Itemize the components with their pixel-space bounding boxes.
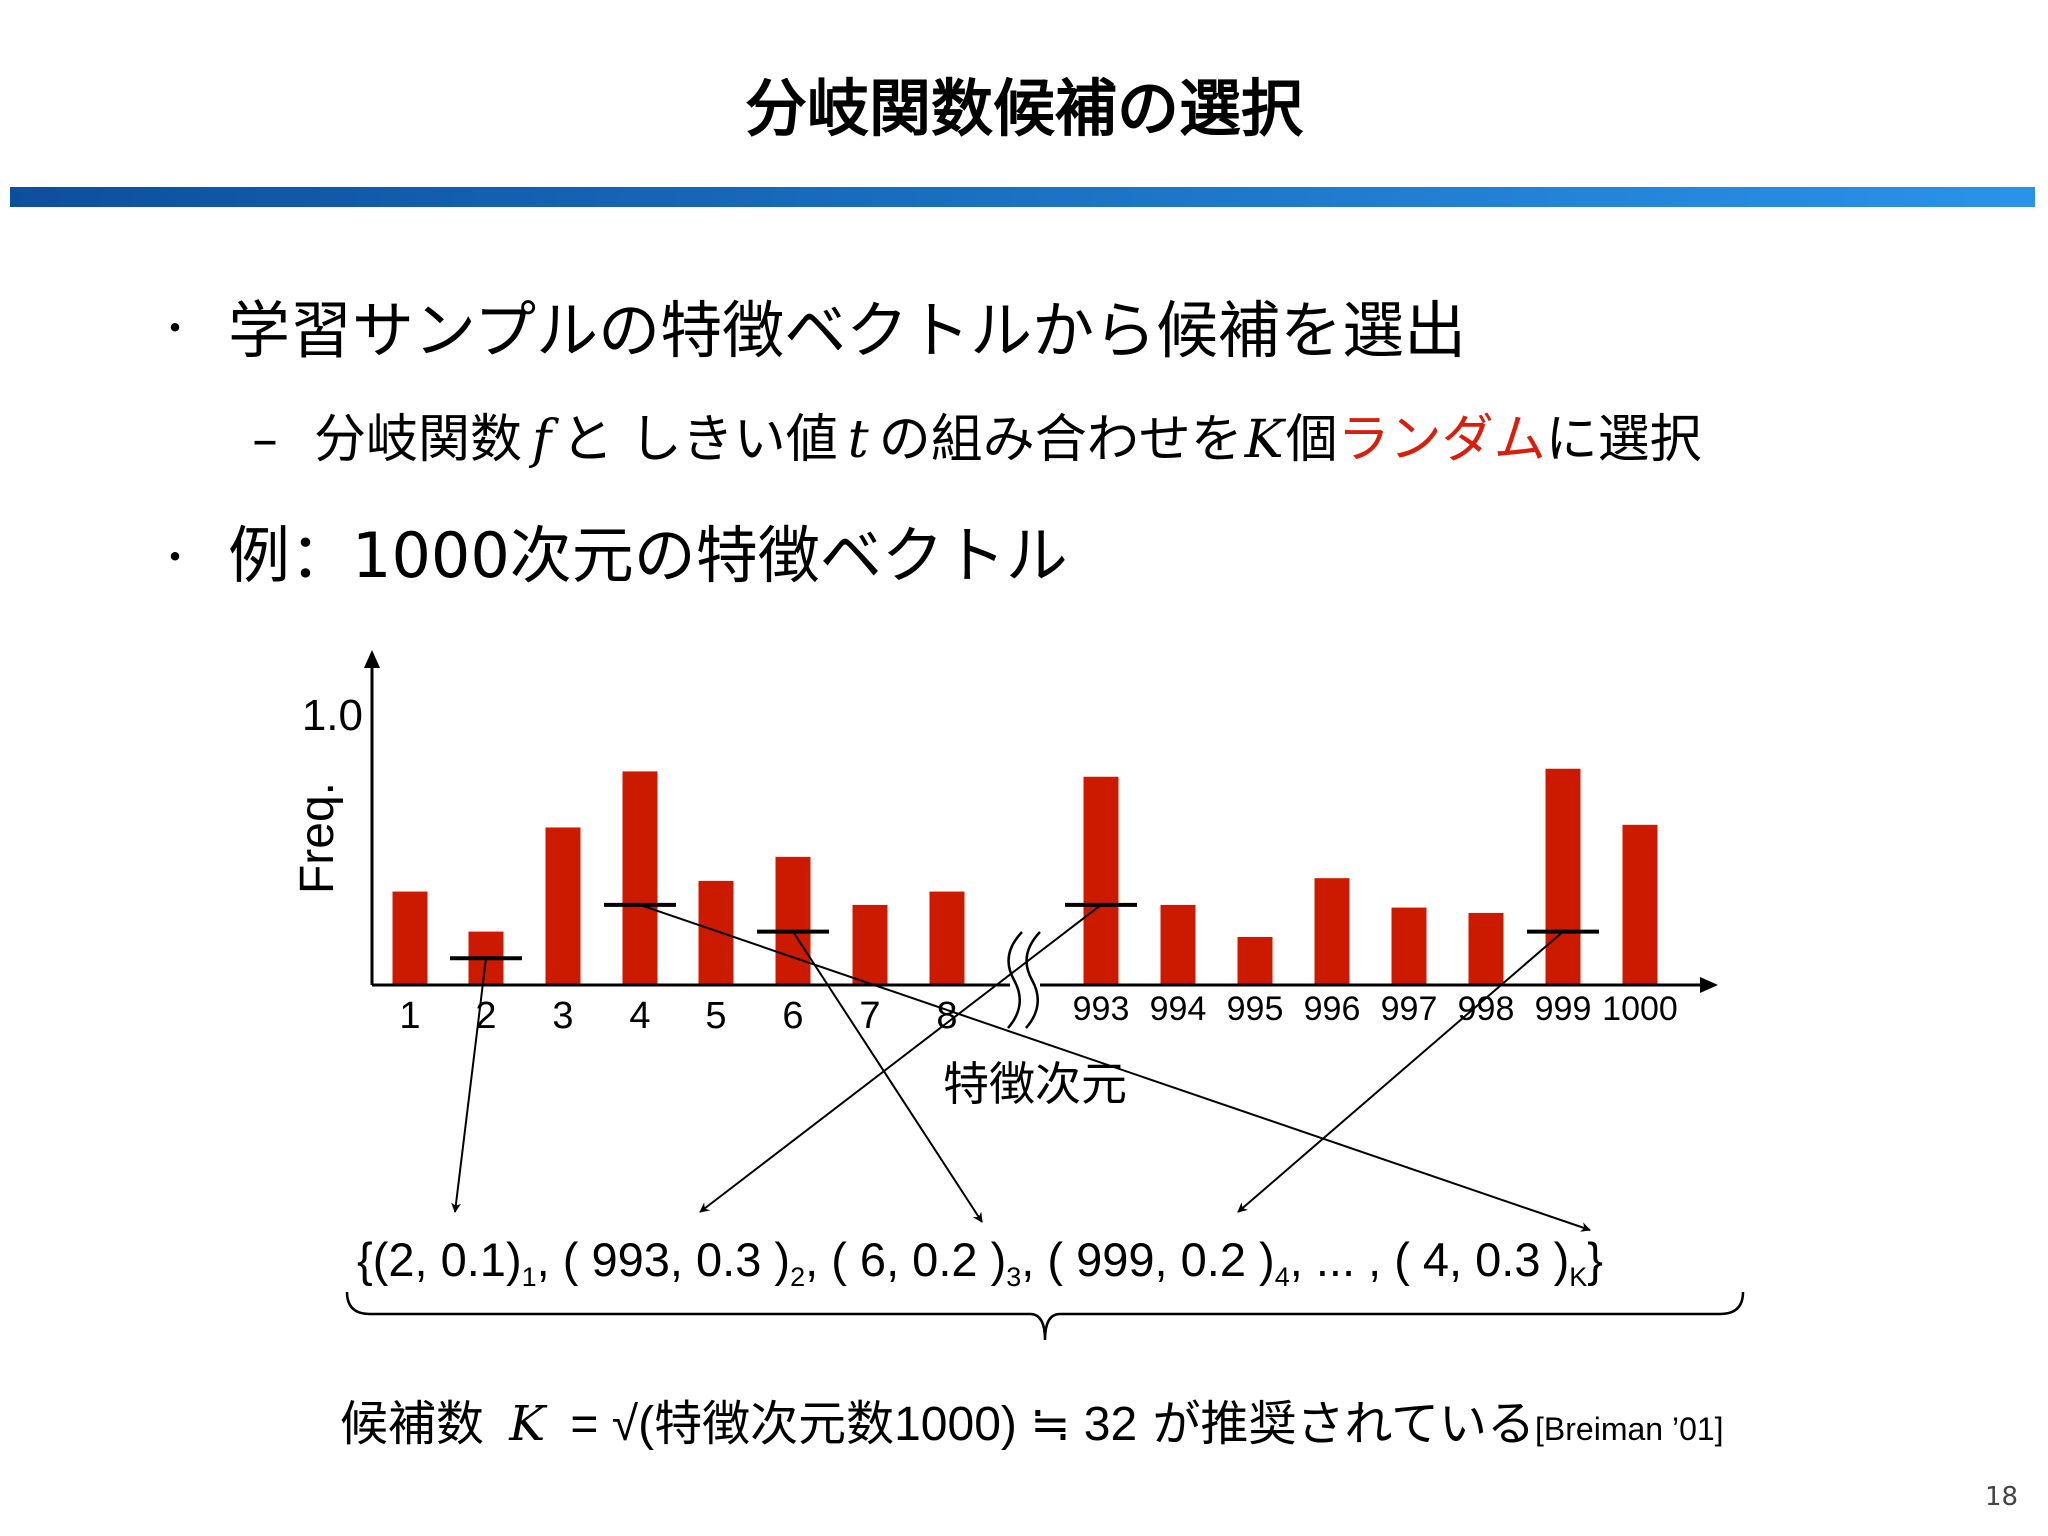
candidate-3: ( 6, 0.2 ) <box>831 1233 1007 1286</box>
note-equation: = √(特徴次元数1000) ≒ 32 <box>570 1398 1138 1451</box>
selection-arrow-4 <box>639 903 1591 1232</box>
tick-label-993: 993 <box>1073 990 1130 1028</box>
bullet-2: 例：1000次元の特徴ベクトル <box>228 519 1068 592</box>
bullet-marker: ・ <box>155 306 195 352</box>
selection-arrow-6 <box>792 931 983 1223</box>
bar-996 <box>1314 878 1350 985</box>
sub-text-1: 分岐関数 <box>314 410 523 470</box>
x-axis-label: 特徴次元 <box>943 1057 1127 1111</box>
tick-label-5: 5 <box>705 995 726 1037</box>
sub-text-random: ランダム <box>1337 410 1546 470</box>
symbol-t: t <box>847 410 869 470</box>
brace-close: } <box>1587 1233 1603 1286</box>
bar-998 <box>1468 912 1504 985</box>
bar-997 <box>1391 907 1427 985</box>
candidate-3-index: 3 <box>1006 1262 1022 1292</box>
candidate-1: (2, 0.1) <box>372 1233 522 1286</box>
bar-1000 <box>1622 824 1658 985</box>
candidate-2-index: 2 <box>790 1262 806 1292</box>
bar-5 <box>698 880 734 985</box>
selection-arrow-999 <box>1237 930 1564 1213</box>
tick-label-994: 994 <box>1150 990 1207 1028</box>
sub-bullet: – 分岐関数 f と しきい値 t の組み合わせをK個ランダムに選択 <box>252 397 1702 472</box>
note-prefix: 候補数 <box>340 1396 485 1452</box>
sub-text-2: と しきい値 <box>561 410 838 470</box>
bar-994 <box>1160 904 1196 985</box>
brace-open: { <box>357 1233 373 1286</box>
x-axis-arrowhead <box>1700 977 1718 993</box>
underbrace <box>345 1291 1745 1341</box>
tick-label-3: 3 <box>552 995 573 1037</box>
y-axis-arrowhead <box>364 650 380 668</box>
candidate-ellipsis: ... , <box>1315 1233 1382 1286</box>
tick-label-998: 998 <box>1458 990 1515 1028</box>
tick-label-996: 996 <box>1304 990 1361 1028</box>
sub-text-4: 個 <box>1285 410 1338 470</box>
axis-break-line-right <box>1025 931 1041 1029</box>
bar-3 <box>545 827 581 985</box>
symbol-k: K <box>1244 410 1284 470</box>
bar-4 <box>622 771 658 985</box>
symbol-f: f <box>532 410 552 470</box>
tick-label-1: 1 <box>399 995 420 1037</box>
sub-text-3: の組み合わせを <box>878 410 1243 470</box>
selection-arrow-993 <box>699 904 1102 1213</box>
note-suffix: が推奨されている <box>1152 1396 1536 1452</box>
sub-bullet-dash: – <box>252 410 278 470</box>
bar-999 <box>1545 768 1581 985</box>
sub-text-5: に選択 <box>1545 410 1702 470</box>
bar-995 <box>1237 936 1273 985</box>
bar-6 <box>775 856 811 985</box>
tick-label-1000: 1000 <box>1602 990 1678 1028</box>
candidate-k-index: K <box>1569 1262 1588 1292</box>
candidate-k: ( 4, 0.3 ) <box>1394 1233 1570 1286</box>
candidate-count-note: 候補数 K = √(特徴次元数1000) ≒ 32 が推奨されている[Breim… <box>340 1384 1724 1454</box>
bar-7 <box>852 904 888 985</box>
tick-label-999: 999 <box>1535 990 1592 1028</box>
candidate-4-index: 4 <box>1274 1262 1290 1292</box>
y-axis-label: Freq. <box>291 782 344 894</box>
tick-label-997: 997 <box>1381 990 1438 1028</box>
bullet-marker: ・ <box>155 535 195 581</box>
slide-title: 分岐関数候補の選択 <box>744 72 1303 145</box>
title-underline <box>10 187 2035 207</box>
bullet-1: 学習サンプルの特徴ベクトルから候補を選出 <box>228 294 1467 367</box>
note-citation: [Breiman ’01] <box>1535 1411 1724 1447</box>
tick-label-995: 995 <box>1227 990 1284 1028</box>
page-number: 18 <box>1985 1482 2019 1512</box>
candidate-set: {(2, 0.1)1, ( 993, 0.3 )2, ( 6, 0.2 )3, … <box>357 1233 1603 1292</box>
candidate-4: ( 999, 0.2 ) <box>1047 1233 1275 1286</box>
bar-8 <box>929 891 965 985</box>
candidate-2: ( 993, 0.3 ) <box>562 1233 791 1286</box>
selection-arrow-2 <box>451 958 487 1213</box>
axis-break-line-left <box>1007 931 1023 1029</box>
tick-label-6: 6 <box>782 995 803 1037</box>
bar-993 <box>1083 776 1119 985</box>
tick-label-4: 4 <box>629 995 650 1037</box>
note-k: K <box>509 1396 546 1452</box>
y-tick-label: 1.0 <box>302 691 363 740</box>
bar-1 <box>392 891 428 985</box>
tick-label-7: 7 <box>859 995 880 1037</box>
candidate-1-index: 1 <box>521 1262 537 1292</box>
